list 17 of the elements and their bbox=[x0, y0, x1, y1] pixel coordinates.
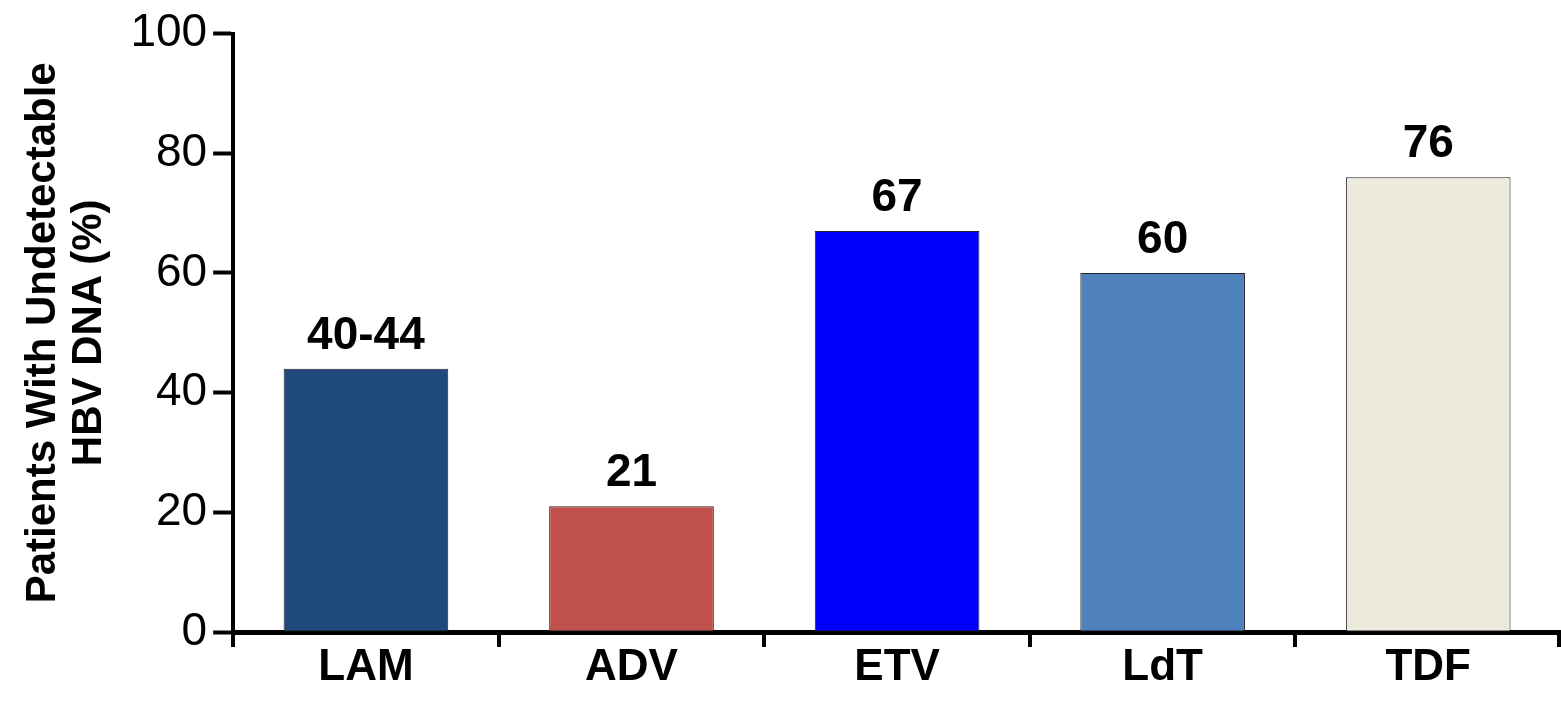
y-tick-label: 0 bbox=[181, 602, 208, 655]
x-tick-label: ETV bbox=[854, 640, 941, 690]
y-tick-label: 60 bbox=[155, 243, 208, 296]
data-label: 21 bbox=[605, 444, 658, 497]
y-tick-label: 40 bbox=[155, 363, 208, 416]
data-label: 67 bbox=[871, 169, 923, 222]
x-tick-label: TDF bbox=[1385, 640, 1471, 690]
y-tick-label: 20 bbox=[155, 483, 208, 536]
x-tick-label: LAM bbox=[318, 640, 414, 690]
y-tick-label: 100 bbox=[130, 4, 208, 57]
data-label: 40-44 bbox=[307, 306, 426, 359]
data-label: 60 bbox=[1137, 210, 1189, 263]
x-tick-label: ADV bbox=[585, 640, 679, 690]
y-tick-label: 80 bbox=[155, 123, 208, 176]
y-axis-title: Patients With Undetectable HBV DNA (%) bbox=[16, 62, 110, 604]
data-label: 76 bbox=[1402, 115, 1454, 168]
x-tick-label: LdT bbox=[1122, 640, 1204, 690]
